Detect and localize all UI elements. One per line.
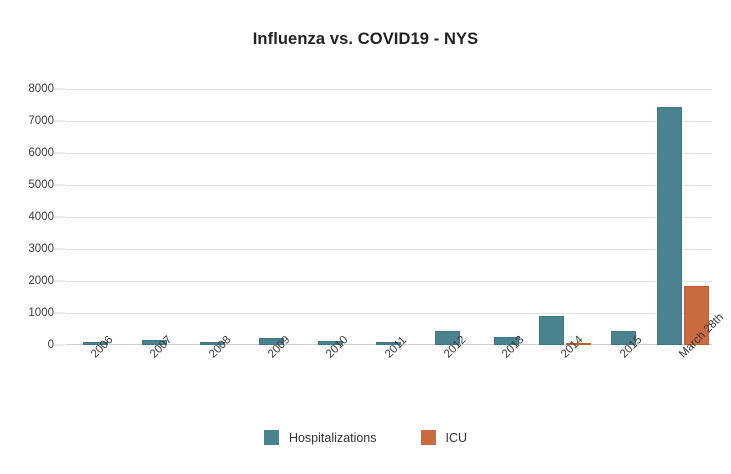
chart-legend: Hospitalizations ICU xyxy=(0,430,731,445)
bar-group xyxy=(595,89,654,345)
bar-group xyxy=(183,89,242,345)
bar-hospitalizations[interactable] xyxy=(82,342,108,345)
bar-hospitalizations[interactable] xyxy=(539,315,565,345)
gridline xyxy=(66,185,712,186)
bar-icu[interactable] xyxy=(566,342,592,345)
y-axis-tick-label: 8000 xyxy=(28,83,54,95)
legend-item[interactable]: Hospitalizations xyxy=(263,430,377,445)
gridline xyxy=(66,313,712,314)
y-axis-tick-label: 5000 xyxy=(28,179,54,191)
chart-title: Influenza vs. COVID19 - NYS xyxy=(252,30,479,48)
y-axis-tick-label: 0 xyxy=(47,339,54,351)
legend-swatch-icon xyxy=(420,430,436,445)
bar-group xyxy=(66,89,125,345)
y-axis-tick-label: 7000 xyxy=(28,115,54,127)
legend-label: ICU xyxy=(445,430,468,445)
y-axis-tick-mark xyxy=(54,344,65,346)
legend-label: Hospitalizations xyxy=(288,430,377,445)
y-axis-tick-label: 3000 xyxy=(28,243,54,255)
bar-icu[interactable] xyxy=(683,285,709,345)
y-axis-tick-label: 4000 xyxy=(28,211,54,223)
bar-hospitalizations[interactable] xyxy=(611,330,637,345)
y-axis-tick-label: 6000 xyxy=(28,147,54,159)
legend-swatch-icon xyxy=(263,430,279,445)
bar-group xyxy=(477,89,536,345)
y-axis-tick-mark xyxy=(54,120,65,122)
y-axis-tick-mark xyxy=(54,184,65,186)
plot-area xyxy=(66,89,712,345)
y-axis-tick-label: 1000 xyxy=(28,307,54,319)
gridline xyxy=(66,281,712,282)
gridline xyxy=(66,153,712,154)
bar-hospitalizations[interactable] xyxy=(656,106,682,345)
bar-hospitalizations[interactable] xyxy=(141,339,167,345)
bar-hospitalizations[interactable] xyxy=(493,337,519,345)
legend-item[interactable]: ICU xyxy=(420,430,468,445)
y-axis-tick-label: 2000 xyxy=(28,275,54,287)
gridline xyxy=(66,217,712,218)
bar-group xyxy=(125,89,184,345)
bar-group xyxy=(301,89,360,345)
bar-group xyxy=(242,89,301,345)
gridline xyxy=(66,249,712,250)
bar-hospitalizations[interactable] xyxy=(376,342,402,345)
y-axis-tick-mark xyxy=(54,216,65,218)
y-axis-tick-mark xyxy=(54,248,65,250)
bar-hospitalizations[interactable] xyxy=(435,330,461,345)
y-axis-tick-mark xyxy=(54,88,65,90)
bar-hospitalizations[interactable] xyxy=(200,341,226,345)
bar-hospitalizations[interactable] xyxy=(259,337,285,345)
bar-group xyxy=(536,89,595,345)
gridline xyxy=(66,121,712,122)
y-axis-tick-mark xyxy=(54,312,65,314)
bar-group xyxy=(360,89,419,345)
bar-group xyxy=(418,89,477,345)
bar-group xyxy=(653,89,712,345)
gridline xyxy=(66,89,712,90)
bars-layer xyxy=(66,89,712,345)
y-axis-tick-mark xyxy=(54,152,65,154)
y-axis-tick-mark xyxy=(54,280,65,282)
bar-hospitalizations[interactable] xyxy=(317,340,343,345)
